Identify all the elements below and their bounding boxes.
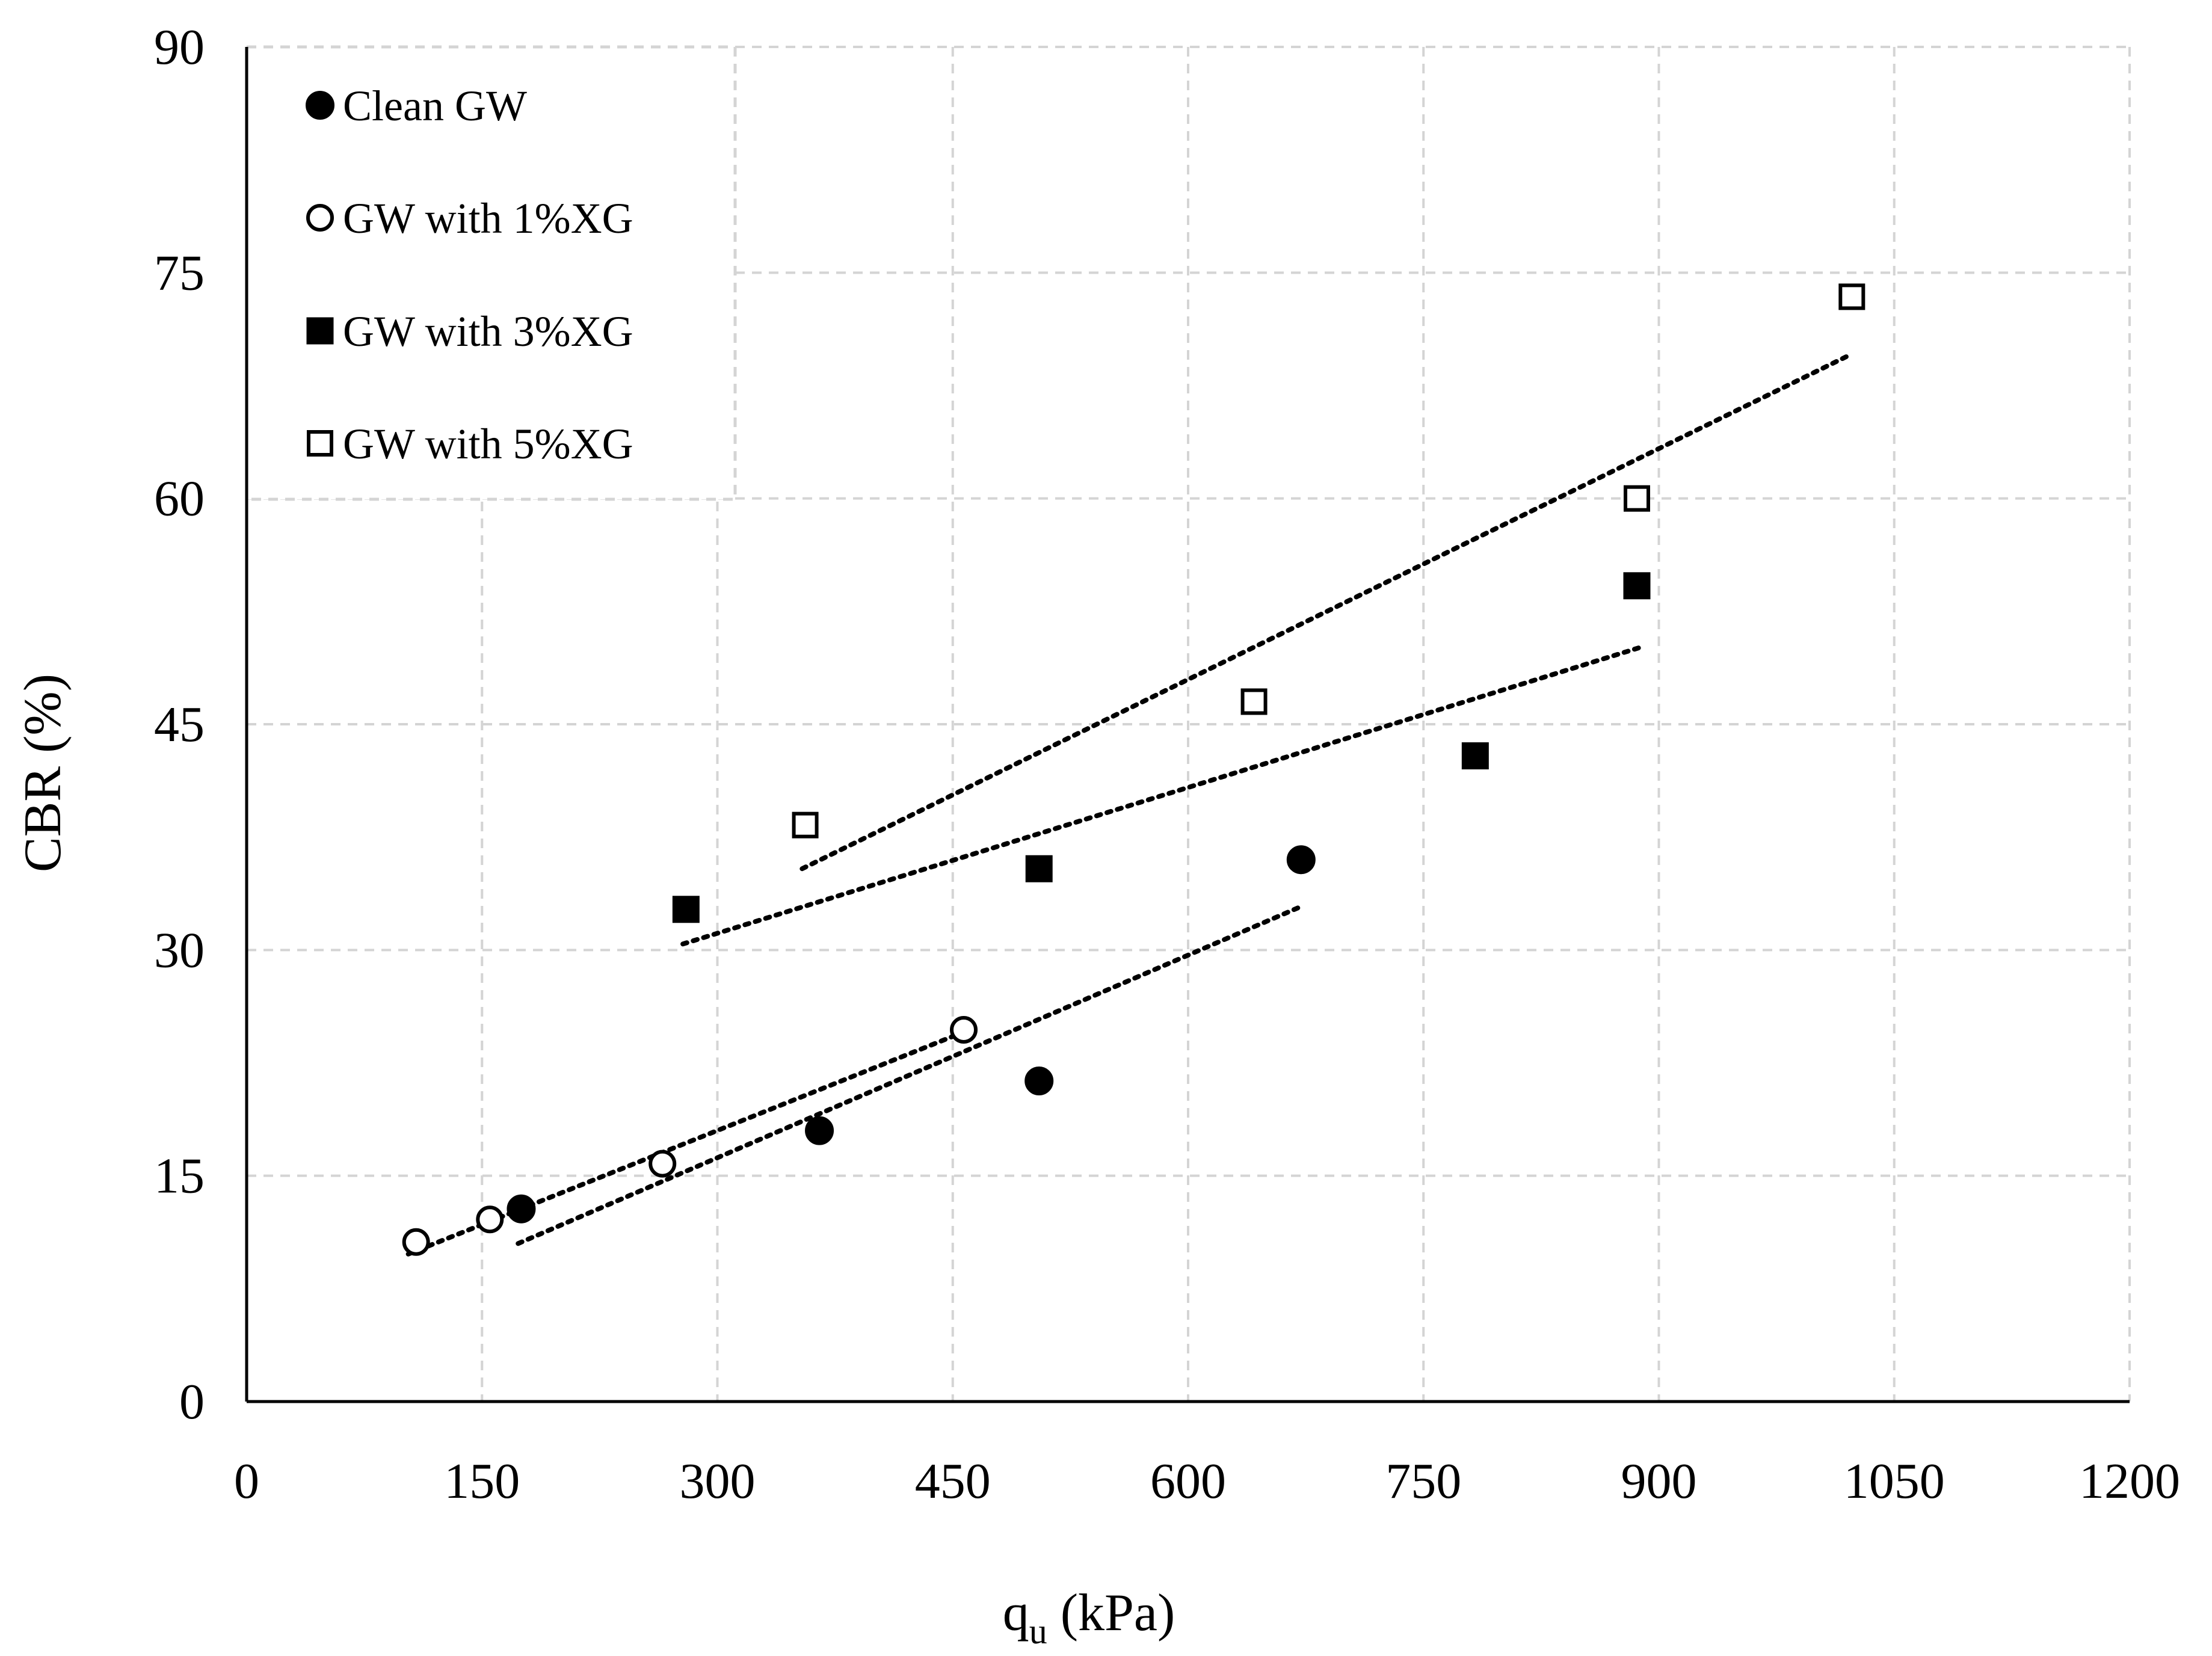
legend-label-gw-with-3-xg: GW with 3%XG (343, 307, 633, 356)
x-tick-label: 0 (234, 1453, 259, 1509)
point-gw-with-3-xg (672, 896, 700, 923)
x-tick-label: 1200 (2079, 1453, 2180, 1509)
point-gw-with-1-xg (402, 1228, 430, 1256)
x-tick-label: 900 (1621, 1453, 1697, 1509)
legend-label-clean-gw: Clean GW (343, 82, 527, 130)
axis-titles: CBR (%) qu (kPa) (14, 674, 1175, 1651)
x-tick-label: 150 (444, 1453, 520, 1509)
legend-marker-gw-with-3-xg (306, 317, 334, 345)
legend-label-gw-with-5-xg: GW with 5%XG (343, 420, 633, 468)
data-points (402, 283, 1865, 1256)
trendline-clean-gw (516, 905, 1301, 1246)
trendline-gw-with-5-xg (799, 351, 1855, 872)
legend-marker-gw-with-1-xg (306, 204, 334, 232)
point-clean-gw (1286, 845, 1316, 875)
x-axis-title-unit: (kPa) (1047, 1584, 1175, 1642)
point-clean-gw (1024, 1067, 1054, 1096)
x-axis-title: qu (kPa) (1003, 1584, 1175, 1651)
x-tick-label: 750 (1385, 1453, 1461, 1509)
y-tick-label: 45 (154, 697, 205, 753)
x-tick-label: 450 (915, 1453, 991, 1509)
point-gw-with-5-xg (1623, 485, 1650, 512)
point-gw-with-3-xg (1623, 572, 1651, 600)
y-axis-title: CBR (%) (14, 674, 72, 872)
x-tick-label: 600 (1150, 1453, 1226, 1509)
point-gw-with-5-xg (792, 811, 819, 839)
x-axis-title-subscript: u (1029, 1611, 1047, 1651)
legend-marker-clean-gw (306, 91, 334, 120)
point-gw-with-5-xg (1838, 283, 1865, 310)
legend-marker-gw-with-5-xg (307, 430, 333, 457)
x-axis-title-main: q (1003, 1584, 1029, 1642)
trendline-gw-with-3-xg (680, 645, 1643, 947)
point-gw-with-5-xg (1240, 688, 1268, 715)
legend: Clean GW GW with 1%XG GW with 3%XG GW with … (245, 45, 737, 501)
y-tick-label: 90 (154, 19, 205, 75)
point-clean-gw (507, 1194, 536, 1224)
point-clean-gw (805, 1116, 834, 1145)
point-gw-with-3-xg (1025, 855, 1053, 882)
axes (245, 47, 2130, 1403)
point-gw-with-1-xg (950, 1015, 978, 1044)
y-tick-label: 30 (154, 922, 205, 978)
y-tick-label: 0 (179, 1374, 205, 1430)
y-tick-label: 75 (154, 245, 205, 301)
legend-label-gw-with-1-xg: GW with 1%XG (343, 194, 633, 242)
point-gw-with-1-xg (649, 1150, 677, 1178)
y-tick-label: 60 (154, 471, 205, 527)
x-tick-label: 1050 (1844, 1453, 1945, 1509)
point-gw-with-3-xg (1461, 742, 1489, 770)
x-tick-label: 300 (680, 1453, 756, 1509)
legend-box (245, 45, 737, 501)
y-tick-label: 15 (154, 1148, 205, 1204)
point-gw-with-1-xg (476, 1205, 504, 1234)
